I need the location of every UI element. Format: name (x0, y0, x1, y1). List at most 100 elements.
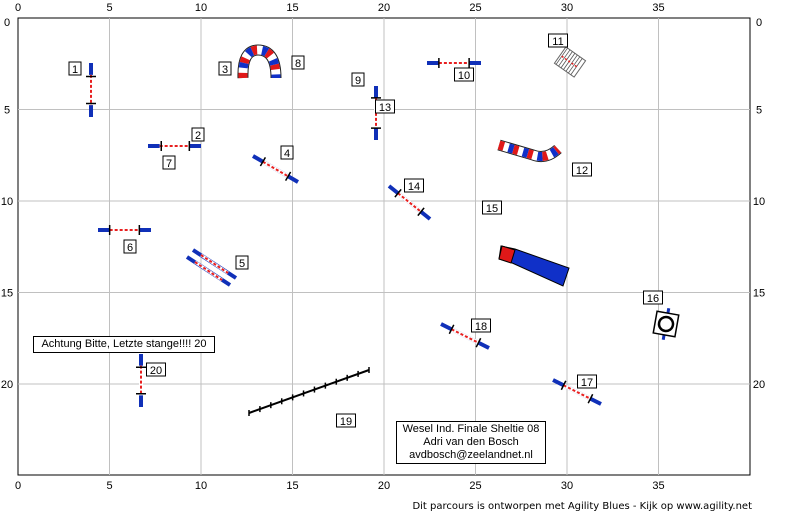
obstacle-number-label: 8 (291, 55, 305, 70)
obstacle-number-label: 10 (454, 67, 474, 82)
y-tick-label-left: 20 (1, 379, 13, 391)
jump-4 (251, 154, 300, 184)
table-mark (561, 55, 579, 69)
obstacle-number-text: 12 (576, 165, 588, 177)
obstacle-number-box (336, 413, 356, 428)
jump-2 (148, 141, 201, 151)
double-jump-5 (185, 248, 238, 287)
y-tick-label-right: 0 (756, 17, 762, 29)
obstacle-number-box (548, 33, 568, 48)
x-tick-label-top: 25 (469, 2, 481, 14)
obstacle-number-box (482, 200, 502, 215)
weave-base (248, 369, 370, 414)
x-tick-label-bottom: 25 (469, 480, 481, 492)
obstacle-number-text: 10 (458, 70, 470, 82)
table-slat (570, 58, 583, 76)
obstacle-number-text: 19 (340, 416, 352, 428)
y-tick-label-right: 15 (753, 288, 765, 300)
obstacle-number-label: 4 (280, 145, 294, 160)
jump-stand (417, 207, 425, 217)
obstacle-number-box (351, 72, 365, 87)
obstacle-number-box (235, 255, 249, 270)
obstacle-number-label: 18 (471, 318, 491, 333)
y-tick-label-right: 5 (756, 105, 762, 117)
chute-barrel (498, 245, 516, 264)
obstacle-number-box (643, 290, 663, 305)
y-tick-label-right: 10 (753, 196, 765, 208)
x-tick-label-bottom: 5 (106, 480, 112, 492)
warning-note-text: Achtung Bitte, Letzte stange!!!! 20 (41, 338, 207, 350)
chute-15 (498, 245, 570, 287)
obstacle-number-label: 16 (643, 290, 663, 305)
x-tick-label-top: 10 (195, 2, 207, 14)
obstacle-number-text: 1 (72, 64, 78, 76)
course-designer: Adri van den Bosch (423, 436, 519, 448)
table-slat (555, 47, 568, 65)
jump-6 (98, 225, 151, 235)
obstacle-number-label: 5 (235, 255, 249, 270)
obstacle-number-box (68, 61, 82, 76)
jump-17 (552, 378, 602, 406)
jump-stand (587, 393, 594, 404)
obstacle-number-box (375, 99, 395, 114)
obstacle-number-text: 6 (127, 242, 133, 254)
jump-20 (136, 354, 146, 407)
obstacle-number-label: 7 (162, 155, 176, 170)
tunnel-stripe-blue (497, 140, 562, 161)
obstacle-number-box (454, 67, 474, 82)
y-tick-label-right: 20 (753, 379, 765, 391)
obstacle-number-label: 14 (404, 178, 424, 193)
footer-credit: Dit parcours is ontworpen met Agility Bl… (412, 501, 752, 512)
obstacle-number-text: 8 (295, 58, 301, 70)
obstacle-number-label: 20 (146, 362, 166, 377)
x-tick-label-top: 35 (652, 2, 664, 14)
obstacle-number-box (577, 374, 597, 389)
obstacle-number-text: 17 (581, 377, 593, 389)
obstacle-number-label: 3 (218, 61, 232, 76)
obstacle-number-box (280, 145, 294, 160)
x-tick-label-top: 30 (561, 2, 573, 14)
course-title-box: Wesel Ind. Finale Sheltie 08 Adri van de… (396, 421, 546, 464)
x-tick-label-bottom: 20 (378, 480, 390, 492)
x-tick-label-bottom: 30 (561, 480, 573, 492)
obstacle-number-text: 4 (284, 148, 290, 160)
jump-stand (475, 337, 482, 348)
obstacle-number-box (191, 127, 205, 142)
table-slat (568, 56, 581, 74)
jump-pole-base (396, 191, 423, 214)
obstacle-number-box (162, 155, 176, 170)
jump-stand (259, 157, 267, 167)
jump-pole (200, 254, 229, 274)
obstacle-number-box (218, 61, 232, 76)
obstacle-number-label: 9 (351, 72, 365, 87)
tyre-16 (652, 307, 680, 341)
obstacle-number-text: 14 (408, 181, 420, 193)
obstacle-number-text: 7 (166, 158, 172, 170)
x-tick-label-bottom: 35 (652, 480, 664, 492)
x-tick-label-top: 20 (378, 2, 390, 14)
obstacle-number-label: 11 (548, 33, 568, 48)
obstacle-number-label: 1 (68, 61, 82, 76)
obstacle-number-label: 17 (577, 374, 597, 389)
jump-stand (448, 324, 455, 335)
jump-stand (284, 171, 292, 181)
jump-pole (194, 261, 223, 281)
x-tick-label-top: 15 (286, 2, 298, 14)
tyre-ring (657, 315, 675, 333)
tunnel-stripe-red (497, 140, 562, 161)
jump-stand (394, 188, 402, 198)
obstacle-number-label: 15 (482, 200, 502, 215)
x-tick-label-bottom: 10 (195, 480, 207, 492)
jump-10 (427, 58, 481, 68)
jump-pole-base (261, 159, 290, 179)
table-slat (558, 49, 571, 67)
table-11 (553, 46, 587, 78)
obstacle-number-text: 2 (195, 130, 201, 142)
x-tick-label-top: 0 (15, 2, 21, 14)
weave-poles-19 (248, 367, 370, 416)
obstacle-number-label: 12 (572, 162, 592, 177)
obstacle-number-text: 15 (486, 203, 498, 215)
tunnel-12 (497, 139, 562, 162)
